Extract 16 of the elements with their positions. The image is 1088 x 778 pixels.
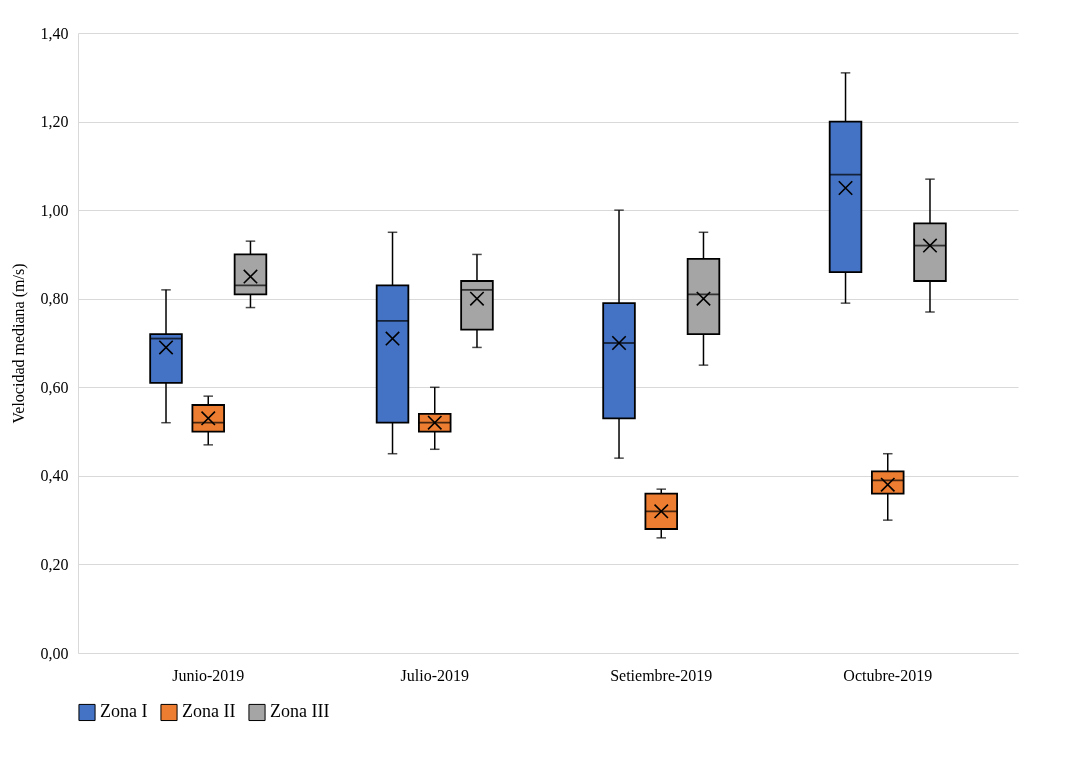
x-tick-label: Junio-2019 — [172, 666, 245, 684]
y-tick-label: 0,60 — [40, 378, 69, 396]
y-tick-label: 0,80 — [40, 290, 69, 308]
x-tick-label: Setiembre-2019 — [610, 666, 713, 684]
legend-label: Zona I — [100, 701, 148, 722]
x-tick-label: Octubre-2019 — [843, 666, 933, 684]
x-tick-label: Julio-2019 — [400, 666, 469, 684]
y-tick-label: 1,40 — [40, 24, 69, 42]
y-tick-label: 0,00 — [40, 644, 69, 662]
y-tick-label: 0,40 — [40, 467, 69, 485]
y-axis-title: Velocidad mediana (m/s) — [9, 263, 28, 424]
y-tick-label: 0,20 — [40, 555, 69, 573]
y-tick-label: 1,20 — [40, 113, 69, 131]
legend-label: Zona III — [270, 701, 330, 722]
legend-label: Zona II — [182, 701, 236, 722]
y-tick-label: 1,00 — [40, 201, 69, 219]
